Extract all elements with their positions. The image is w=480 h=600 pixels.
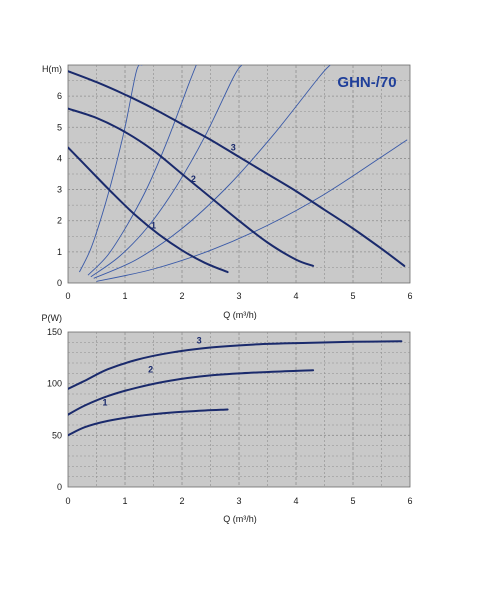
head-y-tick-label: 2 [57,216,62,226]
head-system-curve-2 [87,65,197,276]
head-x-tick-label: 6 [407,291,412,301]
head-x-tick-label: 3 [236,291,241,301]
head-chart-title: GHN-/70 [337,74,396,91]
power-x-tick-label: 0 [65,496,70,506]
head-system-curve-4 [93,65,331,279]
power-x-tick-label: 4 [293,496,298,506]
power-x-axis-label: Q (m³/h) [223,514,257,524]
power-x-tick-label: 3 [236,496,241,506]
head-pump-curve-1 [68,146,229,274]
power-y-tick-label: 0 [57,482,62,492]
power-chart: 0 1 2 3 4 5 6 0 50 100 150 P(W) Q (m³/h) 1 2 3 [42,313,413,524]
head-x-tick-label: 5 [350,291,355,301]
power-curve-label-3: 3 [197,335,202,345]
head-curve-label-3: 3 [231,143,236,153]
power-x-tick-label: 5 [350,496,355,506]
head-y-tick-label: 1 [57,247,62,257]
head-curve-label-2: 2 [191,174,196,184]
power-y-axis-label: P(W) [42,313,63,323]
head-y-tick-label: 4 [57,153,62,163]
head-pump-curve-2 [68,107,315,267]
head-y-tick-label: 0 [57,278,62,288]
power-curve-label-1: 1 [103,397,108,407]
power-x-tick-label: 1 [122,496,127,506]
head-system-curve-5 [96,139,408,282]
head-x-axis-label: Q (m³/h) [223,310,257,320]
head-pump-curve-3 [68,70,406,267]
power-x-tick-label: 2 [179,496,184,506]
power-pump-curve-2 [68,369,315,416]
power-x-tick-label: 6 [407,496,412,506]
head-curve-label-1: 1 [151,221,156,231]
power-pump-curve-3 [68,340,403,390]
power-y-tick-label: 50 [52,430,62,440]
head-x-tick-label: 0 [65,291,70,301]
power-y-tick-label: 150 [47,327,62,337]
head-system-curve-1 [78,65,143,273]
head-y-tick-label: 3 [57,185,62,195]
head-y-axis-label: H(m) [42,64,62,74]
power-y-tick-label: 100 [47,379,62,389]
head-y-tick-label: 5 [57,122,62,132]
head-chart: 0 1 2 3 4 5 6 0 1 2 3 4 5 6 H(m) Q (m³/h) GHN-/70 1 2 3 [42,64,413,320]
head-x-tick-label: 4 [293,291,298,301]
head-x-tick-label: 1 [122,291,127,301]
power-pump-curve-1 [68,408,229,437]
head-x-tick-label: 2 [179,291,184,301]
head-system-curve-3 [90,65,243,278]
power-curve-label-2: 2 [148,364,153,374]
head-y-tick-label: 6 [57,91,62,101]
